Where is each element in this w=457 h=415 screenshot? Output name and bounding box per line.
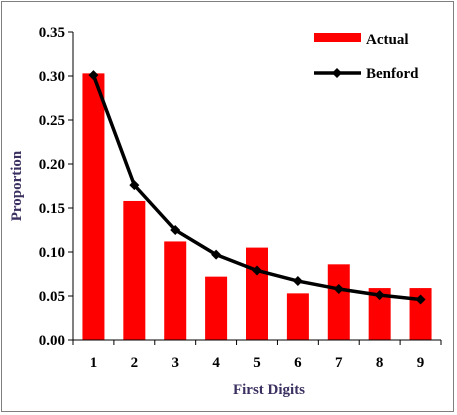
bar-actual [82, 73, 105, 341]
bar-actual [205, 276, 228, 340]
x-tick-label: 1 [90, 355, 98, 371]
legend: Actual Benford [314, 32, 419, 82]
benford-marker [211, 249, 222, 260]
x-tick-label: 9 [417, 355, 425, 371]
bar-actual [123, 200, 146, 340]
x-tick-label: 6 [294, 355, 302, 371]
x-tick-label: 4 [212, 355, 220, 371]
y-tick-label: 0.35 [39, 25, 65, 41]
y-tick-label: 0.20 [39, 157, 65, 173]
bar-actual [409, 288, 432, 340]
benford-marker [170, 225, 181, 235]
y-axis-title: Proportion [9, 150, 25, 221]
x-tick-label: 8 [376, 355, 384, 371]
benford-marker [292, 276, 303, 287]
benford-marker [88, 70, 99, 81]
y-tick-label: 0.30 [39, 69, 65, 85]
bar-actual [368, 288, 391, 340]
bar-actual [164, 241, 187, 340]
benford-marker [415, 294, 426, 305]
bar-actual [286, 293, 309, 340]
legend-actual-swatch [314, 33, 361, 42]
y-tick-label: 0.25 [39, 113, 65, 129]
benford-marker [252, 265, 262, 276]
y-tick-label: 0.05 [39, 289, 65, 305]
legend-actual-label: Actual [366, 32, 409, 48]
x-axis-title: First Digits [233, 382, 305, 398]
benford-marker [374, 290, 385, 301]
y-tick-label: 0.15 [39, 201, 65, 217]
benford-marker [333, 283, 344, 294]
x-tick-label: 2 [131, 355, 139, 371]
benford-marker [129, 180, 140, 191]
x-tick-label: 3 [171, 355, 179, 371]
legend-benford-label: Benford [366, 66, 419, 82]
bar-actual [246, 247, 268, 340]
bar-actual [327, 264, 350, 340]
x-tick-label: 5 [253, 355, 261, 371]
y-tick-label: 0.00 [39, 333, 65, 349]
x-tick-label: 7 [335, 355, 343, 371]
y-tick-label: 0.10 [39, 245, 65, 261]
legend-benford-marker [332, 68, 342, 78]
